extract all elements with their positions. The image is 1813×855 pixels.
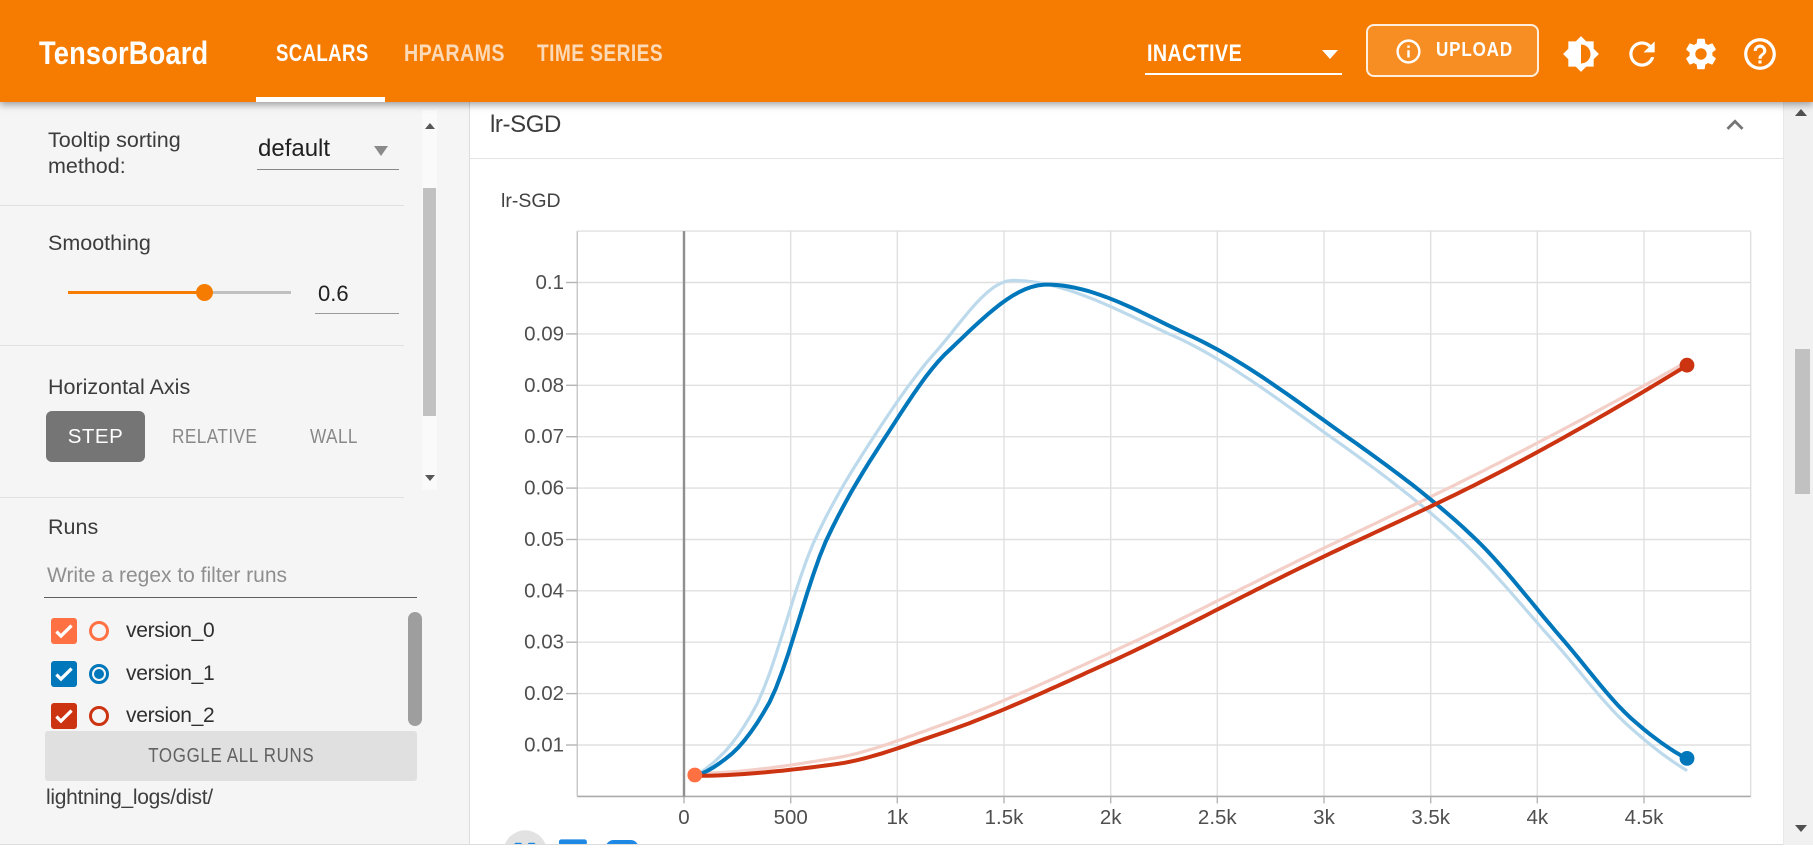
svg-text:0.08: 0.08 — [524, 374, 564, 397]
svg-text:0.07: 0.07 — [524, 425, 564, 448]
svg-text:0.01: 0.01 — [524, 734, 564, 757]
svg-text:0.03: 0.03 — [524, 631, 564, 654]
svg-text:4k: 4k — [1526, 806, 1548, 829]
svg-text:0.04: 0.04 — [524, 579, 564, 602]
svg-text:0.02: 0.02 — [524, 682, 564, 705]
svg-text:4.5k: 4.5k — [1625, 806, 1664, 829]
svg-text:0.1: 0.1 — [536, 271, 565, 294]
svg-text:0.06: 0.06 — [524, 477, 564, 500]
svg-text:0.09: 0.09 — [524, 322, 564, 345]
svg-text:0.05: 0.05 — [524, 528, 564, 551]
svg-text:3.5k: 3.5k — [1411, 806, 1450, 829]
